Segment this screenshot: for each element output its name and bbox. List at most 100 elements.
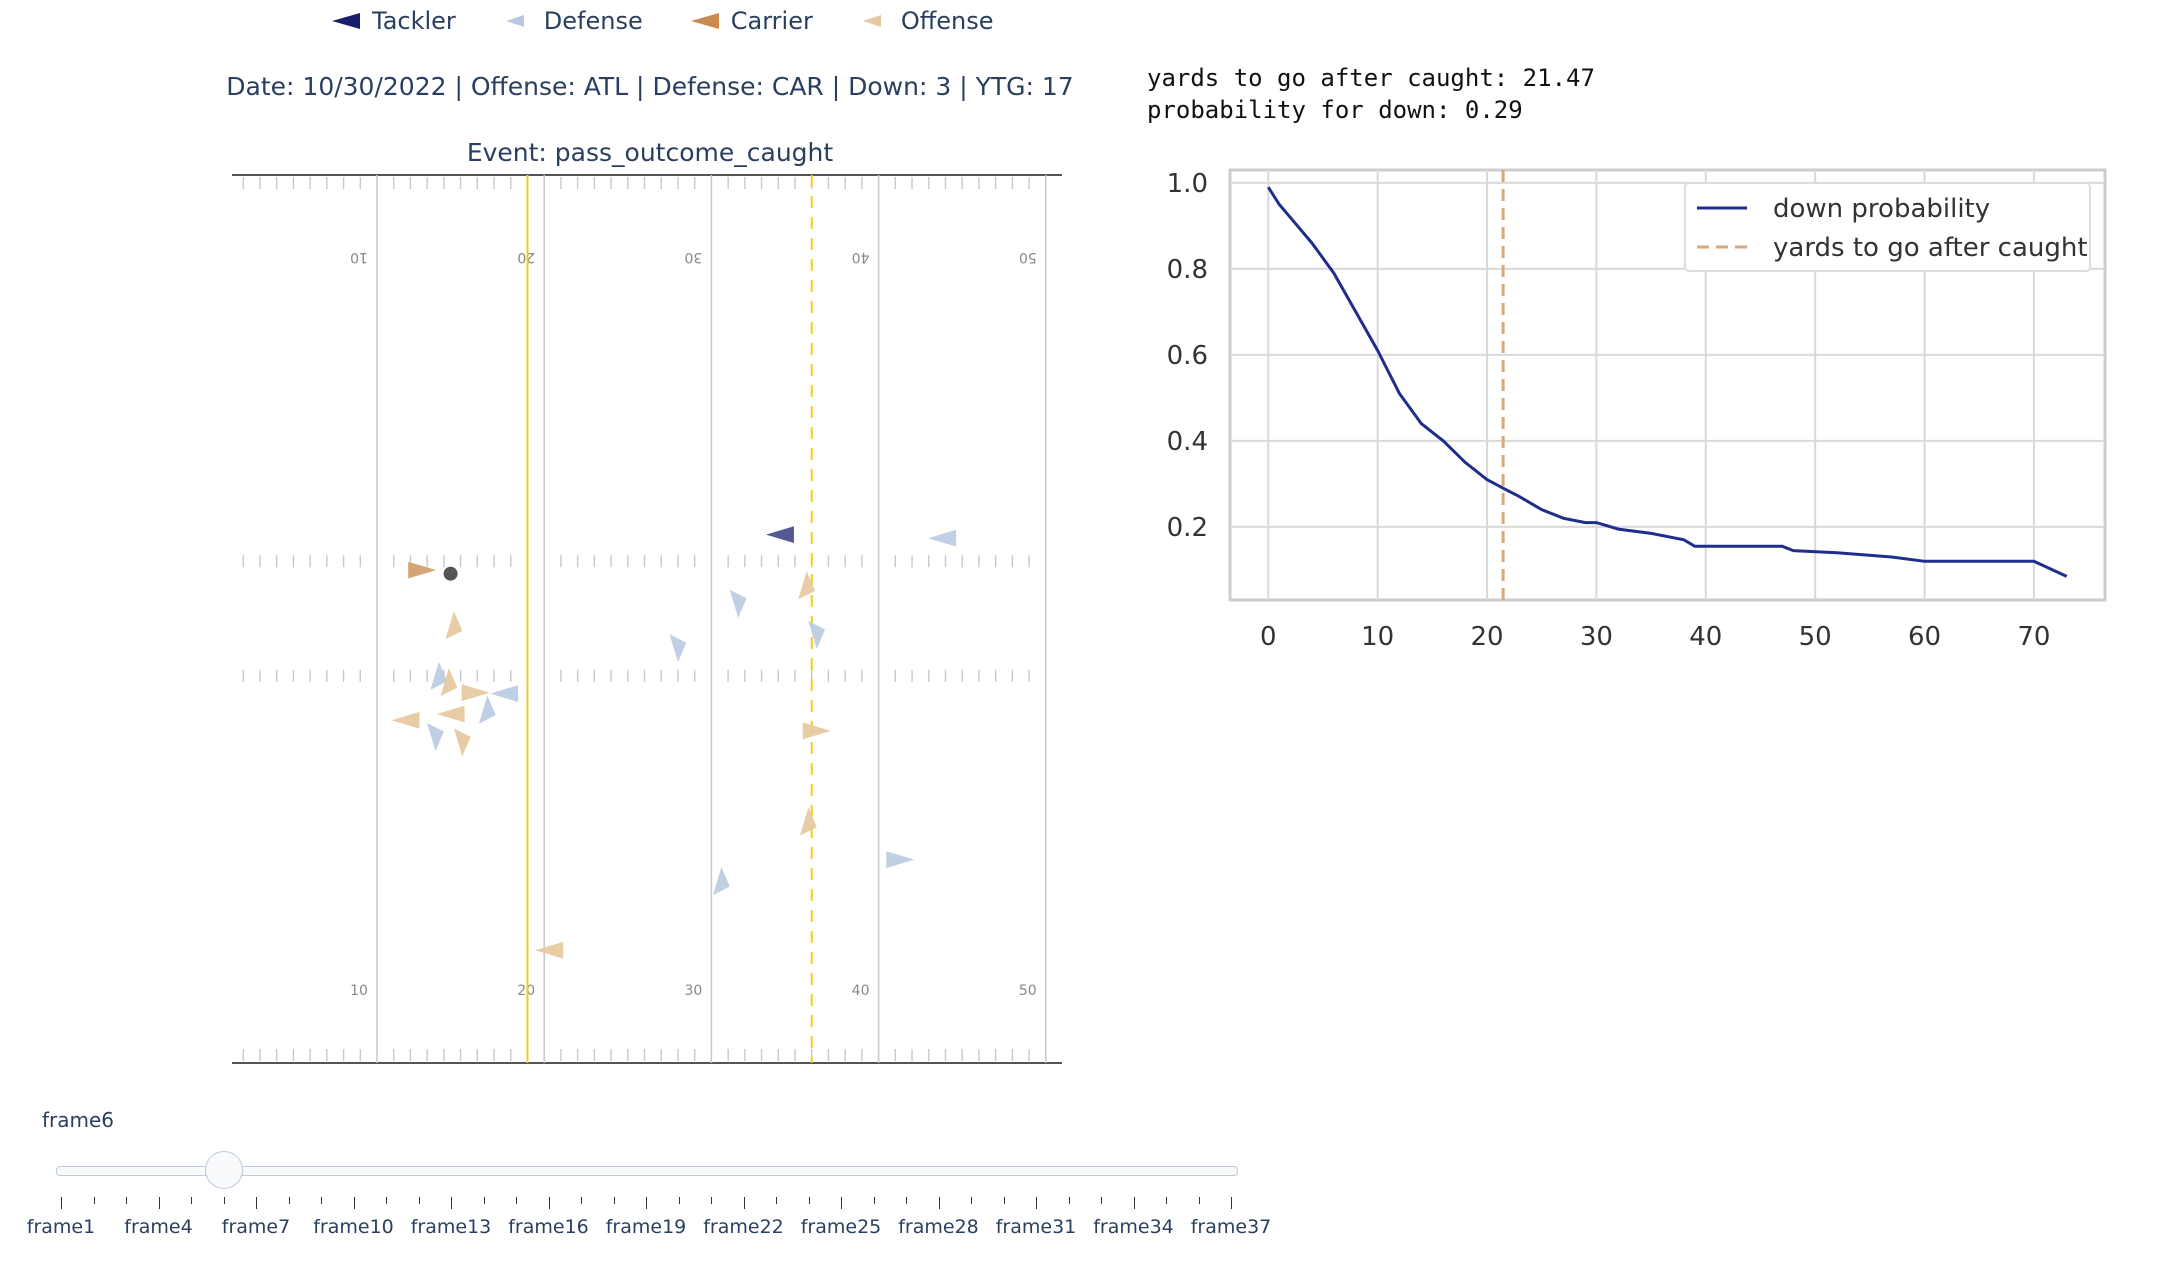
- down-number: Down: 3: [848, 72, 952, 101]
- slider-tick: [191, 1197, 192, 1204]
- slider-tick: [841, 1197, 842, 1209]
- slider-current-value: frame6: [42, 1108, 115, 1132]
- slider-tick: [61, 1197, 62, 1209]
- slider-tick: [906, 1197, 907, 1204]
- slider-tick: [1231, 1197, 1232, 1209]
- slider-tick-label[interactable]: frame1: [26, 1216, 96, 1238]
- slider-tick: [581, 1197, 582, 1204]
- slider-tick: [451, 1197, 452, 1209]
- slider-tick-label[interactable]: frame28: [898, 1216, 979, 1238]
- slider-tick: [321, 1197, 322, 1204]
- legend-item-carrier[interactable]: Carrier: [689, 7, 813, 35]
- slider-tick-label[interactable]: frame13: [410, 1216, 492, 1238]
- player-offense: [445, 611, 463, 640]
- slider-tick: [873, 1197, 875, 1204]
- football-field[interactable]: 10 20 30 40 50 10 20 30 40 50: [232, 170, 1072, 1070]
- triangle-icon: [332, 13, 360, 29]
- player-offense: [440, 668, 458, 697]
- yard-number-top: 20: [517, 249, 535, 265]
- separator: |: [446, 72, 471, 101]
- slider-tick-label[interactable]: frame16: [508, 1216, 589, 1238]
- player-offense: [535, 941, 564, 959]
- legend-label: down probability: [1773, 194, 1990, 224]
- slider-tick: [483, 1197, 485, 1204]
- legend-label: Defense: [543, 7, 643, 35]
- slider-tick: [223, 1197, 225, 1204]
- series-line-down-probability: [1267, 186, 2068, 578]
- football-ball: [443, 566, 458, 581]
- yard-number-bottom: 10: [350, 983, 368, 999]
- player-offense: [391, 711, 420, 729]
- defense-team: Defense: CAR: [652, 72, 824, 101]
- game-date: Date: 10/30/2022: [226, 72, 447, 101]
- slider-tick: [256, 1197, 257, 1209]
- x-tick-label: 60: [1908, 622, 1941, 652]
- triangle-icon: [690, 13, 719, 29]
- slider-tick-label[interactable]: frame34: [1093, 1216, 1174, 1238]
- y-tick-label: 0.8: [1167, 255, 1208, 285]
- legend-item-offense[interactable]: Offense: [859, 7, 994, 35]
- yard-number-bottom: 50: [1019, 983, 1037, 999]
- slider-tick: [1036, 1197, 1037, 1209]
- slider-tick: [646, 1197, 647, 1209]
- player-defense: [478, 695, 496, 724]
- probability-chart: 0 10 20 30 40 50 60 70 0.2 0.4 0.6 0.8 1.0 down proba…: [1167, 168, 2107, 652]
- x-tick-label: 50: [1799, 622, 1832, 652]
- player-tackler: [765, 526, 794, 544]
- slider-tick-label[interactable]: frame25: [800, 1216, 882, 1238]
- player-offense: [802, 722, 831, 740]
- slider-tick-label[interactable]: frame37: [1190, 1216, 1272, 1238]
- triangle-icon: [505, 15, 524, 27]
- yards-to-go: YTG: 17: [975, 72, 1074, 101]
- slider-tick: [971, 1197, 972, 1204]
- slider-tick: [353, 1197, 355, 1209]
- yard-number-top: 50: [1019, 249, 1037, 265]
- separator: |: [628, 72, 653, 101]
- slider-tick: [678, 1197, 680, 1204]
- player-defense: [490, 685, 519, 702]
- slider-tick: [808, 1197, 810, 1204]
- legend-label: yards to go after caught: [1773, 233, 2088, 263]
- x-tick-label: 0: [1260, 622, 1277, 652]
- yards-after-caught-text: yards to go after caught: 21.47: [1147, 64, 1595, 92]
- slider-tick: [776, 1197, 777, 1204]
- slider-tick: [1101, 1197, 1102, 1204]
- prediction-stats: yards to go after caught: 21.47 probabil…: [1147, 62, 1595, 126]
- slider-tick-label[interactable]: frame7: [221, 1216, 291, 1238]
- down-probability-text: probability for down: 0.29: [1147, 96, 1523, 124]
- chart-legend: [1684, 182, 2091, 272]
- slider-handle[interactable]: [204, 1151, 243, 1189]
- x-tick-label: 20: [1470, 622, 1503, 652]
- y-tick-label: 0.6: [1167, 341, 1208, 371]
- game-info: Date: 10/30/2022 | Offense: ATL | Defens…: [0, 72, 1300, 101]
- player-defense: [713, 866, 730, 895]
- player-offense: [436, 705, 465, 723]
- slider-tick: [743, 1197, 745, 1209]
- slider-tick-label[interactable]: frame22: [703, 1216, 784, 1238]
- slider-tick: [548, 1197, 550, 1209]
- x-tick-label: 30: [1580, 622, 1613, 652]
- slider-tick: [386, 1197, 387, 1204]
- y-tick-label: 0.2: [1167, 513, 1208, 543]
- slider-tick-label[interactable]: frame10: [313, 1216, 394, 1238]
- slider-tick: [1133, 1197, 1135, 1209]
- slider-tick: [288, 1197, 290, 1204]
- y-tick-label: 1.0: [1167, 169, 1208, 199]
- event-title: Event: pass_outcome_caught: [466, 138, 834, 167]
- legend-label: Carrier: [730, 7, 813, 35]
- slider-tick: [1166, 1197, 1167, 1204]
- slider-tick: [158, 1197, 160, 1209]
- plot-legend: Tackler Defense Carrier Offense: [330, 6, 1040, 36]
- slider-rail[interactable]: [56, 1166, 1238, 1176]
- y-tick-label: 0.4: [1167, 427, 1208, 457]
- legend-item-tackler[interactable]: Tackler: [330, 7, 456, 35]
- slider-tick-label[interactable]: frame4: [124, 1216, 193, 1238]
- yard-number-bottom: 40: [852, 983, 870, 999]
- slider-tick-label[interactable]: frame31: [995, 1216, 1077, 1238]
- separator: |: [823, 72, 849, 101]
- player-defense: [928, 529, 957, 547]
- yard-number-top: 40: [852, 249, 870, 265]
- offense-team: Offense: ATL: [470, 72, 629, 101]
- slider-tick-label[interactable]: frame19: [605, 1216, 687, 1238]
- legend-item-defense[interactable]: Defense: [502, 7, 643, 35]
